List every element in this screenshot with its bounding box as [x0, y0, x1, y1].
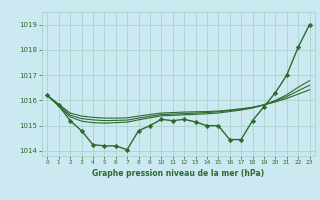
- X-axis label: Graphe pression niveau de la mer (hPa): Graphe pression niveau de la mer (hPa): [92, 169, 264, 178]
